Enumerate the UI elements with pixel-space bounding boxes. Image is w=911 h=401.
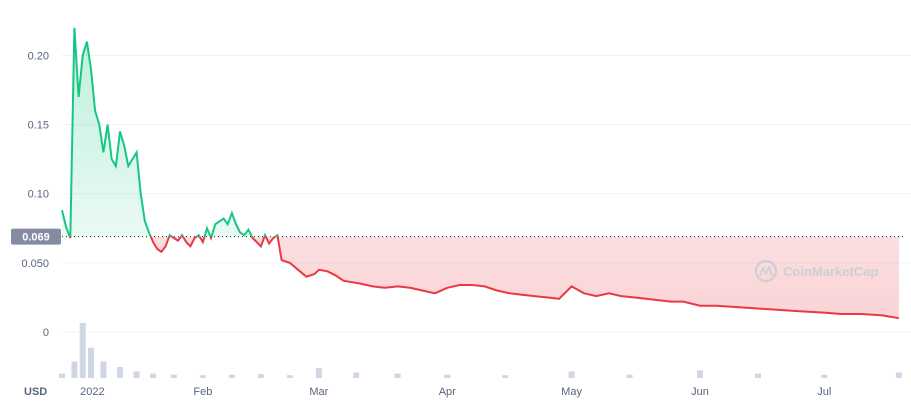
y-axis-ticks: 0 0.050 0.10 0.15 0.20 <box>21 50 49 339</box>
volume-bar <box>315 368 322 378</box>
current-price-label: 0.069 <box>22 232 50 244</box>
x-tick-label: 2022 <box>80 386 104 398</box>
volume-bar <box>444 374 451 378</box>
volume-bar <box>895 372 902 378</box>
volume-bar <box>286 375 293 378</box>
currency-unit-label: USD <box>24 386 47 398</box>
x-tick-label: Mar <box>309 386 328 398</box>
volume-bars <box>59 323 902 378</box>
volume-bar <box>353 372 360 378</box>
volume-bar <box>502 375 509 378</box>
y-tick-label: 0.10 <box>28 189 49 201</box>
volume-bar <box>821 374 828 378</box>
volume-bar <box>626 374 633 378</box>
volume-bar <box>568 371 575 378</box>
watermark-text: CoinMarketCap <box>783 264 878 279</box>
volume-bar <box>79 323 86 378</box>
volume-bar <box>170 374 177 378</box>
x-tick-label: Jul <box>817 386 831 398</box>
volume-bar <box>199 375 206 378</box>
current-price-badge: 0.069 <box>11 228 61 245</box>
volume-bar <box>257 374 264 378</box>
price-line-down <box>68 236 900 320</box>
volume-bar <box>100 361 107 378</box>
volume-bar <box>755 373 761 378</box>
volume-bar <box>150 373 157 378</box>
y-tick-label: 0 <box>43 327 49 339</box>
x-tick-label: May <box>561 386 582 398</box>
volume-bar <box>133 371 140 378</box>
x-tick-label: Apr <box>439 386 456 398</box>
volume-bar <box>394 373 401 378</box>
y-tick-label: 0.050 <box>21 258 49 270</box>
y-tick-label: 0.20 <box>28 50 49 62</box>
volume-bar <box>88 347 94 378</box>
x-tick-label: Jun <box>691 386 709 398</box>
coinmarketcap-logo-wave <box>759 266 773 276</box>
price-line-up <box>61 27 279 237</box>
price-lines <box>61 27 900 320</box>
area-fills <box>62 27 899 319</box>
coinmarketcap-logo-icon <box>754 259 778 283</box>
current-price-badge-bg <box>11 228 61 245</box>
watermark: CoinMarketCap <box>754 259 878 283</box>
volume-bar <box>697 370 703 378</box>
x-axis-ticks: 2022 Feb Mar Apr May Jun Jul <box>80 386 831 398</box>
x-tick-label: Feb <box>193 386 212 398</box>
volume-bar <box>71 361 78 378</box>
volume-bar <box>117 367 123 378</box>
y-tick-label: 0.15 <box>28 120 49 132</box>
volume-bar <box>59 373 65 378</box>
volume-bar <box>228 374 235 378</box>
area-fill-down <box>69 236 899 319</box>
